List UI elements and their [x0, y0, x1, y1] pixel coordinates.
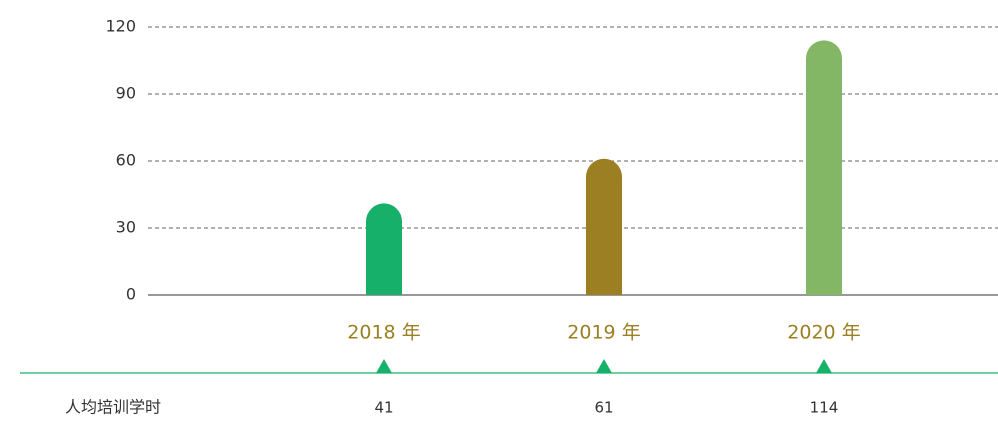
- value-label: 41: [374, 399, 393, 417]
- value-label: 114: [810, 399, 839, 417]
- y-tick-label: 120: [105, 17, 136, 36]
- y-tick-label: 0: [126, 285, 136, 304]
- row-label: 人均培训学时: [65, 398, 161, 417]
- y-tick-label: 30: [116, 218, 136, 237]
- bar: [806, 40, 842, 296]
- bar: [586, 158, 622, 295]
- x-tick-label: 2020 年: [787, 322, 860, 344]
- x-tick-label: 2018 年: [347, 322, 420, 344]
- value-label: 61: [594, 399, 613, 417]
- marker-triangle: [596, 359, 612, 373]
- marker-triangle: [376, 359, 392, 373]
- marker-triangle: [816, 359, 832, 373]
- bar: [366, 203, 402, 295]
- y-tick-label: 60: [116, 151, 136, 170]
- x-tick-label: 2019 年: [567, 322, 640, 344]
- y-tick-label: 90: [116, 84, 136, 103]
